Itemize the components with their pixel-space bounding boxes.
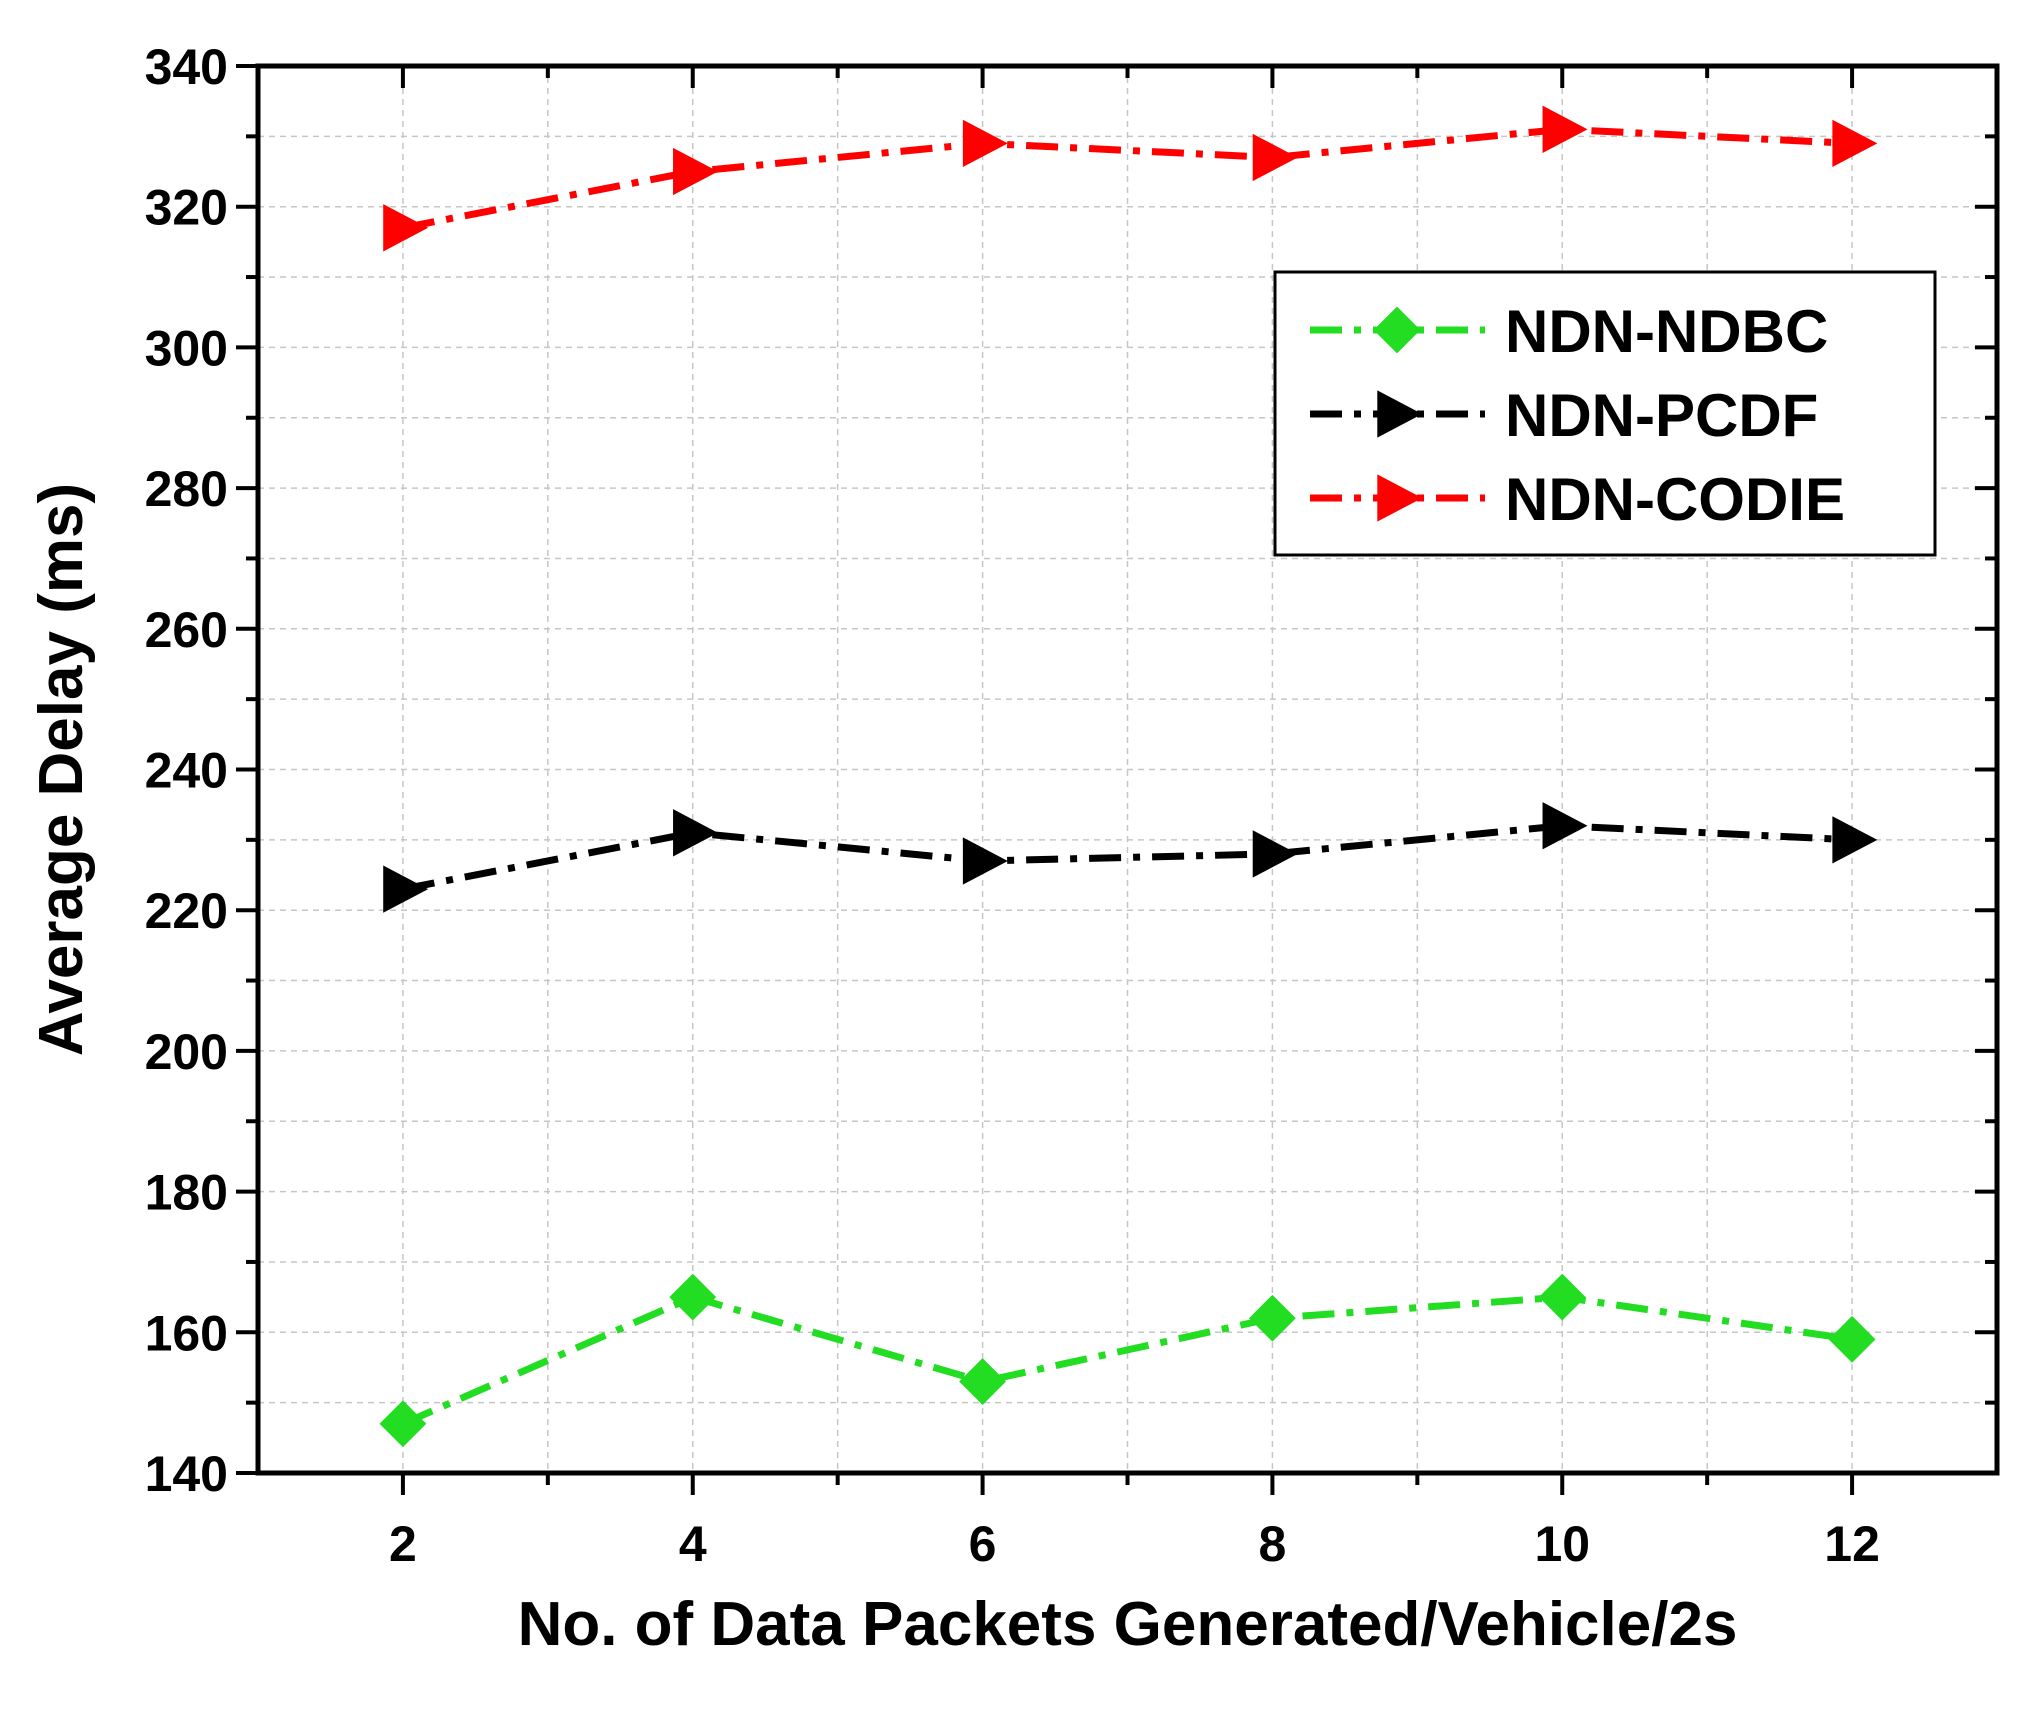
data-point bbox=[1832, 119, 1878, 168]
y-tick-label: 200 bbox=[145, 1024, 228, 1080]
y-tick-label: 280 bbox=[145, 461, 228, 517]
y-tick-label: 320 bbox=[145, 180, 228, 236]
data-point bbox=[1252, 133, 1298, 182]
y-tick-label: 140 bbox=[145, 1446, 228, 1502]
data-point bbox=[383, 865, 429, 913]
series-ndn-codie bbox=[383, 105, 1878, 252]
x-tick-label: 12 bbox=[1824, 1516, 1880, 1572]
x-tick-label: 8 bbox=[1259, 1516, 1287, 1572]
series-line bbox=[402, 125, 1853, 232]
x-tick-label: 10 bbox=[1534, 1516, 1590, 1572]
legend-label: NDN-CODIE bbox=[1505, 466, 1845, 533]
data-point bbox=[1249, 1294, 1296, 1342]
data-point bbox=[1828, 1315, 1876, 1363]
y-tick-label: 160 bbox=[145, 1305, 228, 1361]
data-point bbox=[962, 119, 1008, 168]
data-point bbox=[379, 1400, 427, 1448]
legend-marker bbox=[1377, 474, 1423, 522]
axes: 2 4 6 8 10 12 140 160 180 200 220 240 260 280 300 320 34… bbox=[145, 39, 1997, 1572]
y-axis-title: Average Delay (ms) bbox=[27, 483, 96, 1056]
data-point bbox=[1538, 1273, 1586, 1321]
legend: NDN-NDBC NDN-PCDF NDN-CODIE bbox=[1273, 270, 1937, 557]
legend-marker bbox=[1373, 306, 1421, 354]
x-tick-label: 2 bbox=[389, 1516, 417, 1572]
x-tick-label: 4 bbox=[679, 1516, 707, 1572]
y-tick-label: 260 bbox=[145, 602, 228, 658]
y-tick-label: 340 bbox=[145, 39, 228, 95]
data-point bbox=[673, 809, 718, 857]
legend-label: NDN-PCDF bbox=[1505, 382, 1818, 449]
series-line bbox=[401, 1293, 1853, 1427]
data-point bbox=[1252, 830, 1298, 878]
legend-marker bbox=[1377, 390, 1423, 438]
data-point bbox=[383, 204, 429, 252]
data-point bbox=[669, 1273, 717, 1321]
x-tick-label: 6 bbox=[969, 1516, 997, 1572]
data-point bbox=[1542, 802, 1588, 850]
y-tick-label: 220 bbox=[145, 883, 228, 939]
legend-label: NDN-NDBC bbox=[1505, 298, 1828, 365]
y-tick-label: 240 bbox=[145, 743, 228, 799]
data-point bbox=[1542, 105, 1588, 153]
series-line bbox=[402, 822, 1853, 893]
series-ndn-pcdf bbox=[383, 802, 1878, 913]
y-tick-label: 180 bbox=[145, 1165, 228, 1221]
data-point bbox=[673, 147, 718, 196]
data-point bbox=[959, 1358, 1006, 1405]
data-point bbox=[1832, 816, 1878, 864]
data-point bbox=[962, 837, 1008, 885]
x-axis-title: No. of Data Packets Generated/Vehicle/2s bbox=[518, 1590, 1738, 1659]
series-ndn-ndbc bbox=[379, 1273, 1876, 1448]
y-tick-label: 300 bbox=[145, 320, 228, 376]
series-group bbox=[379, 105, 1878, 1448]
